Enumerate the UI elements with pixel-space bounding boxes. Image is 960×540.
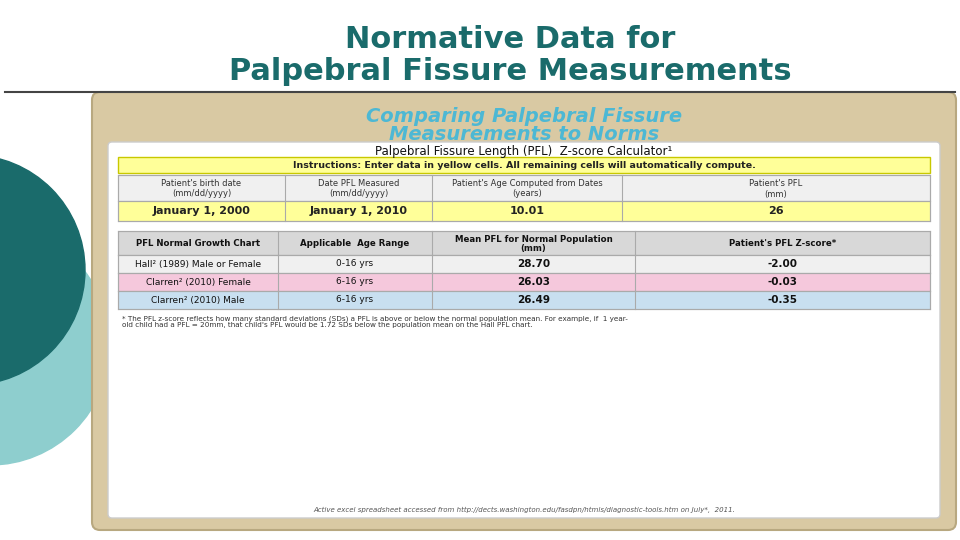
Text: Hall² (1989) Male or Female: Hall² (1989) Male or Female: [135, 260, 261, 268]
Text: (mm/dd/yyyy): (mm/dd/yyyy): [329, 190, 388, 199]
Text: Active excel spreadsheet accessed from http://dects.washington.edu/fasdpn/htmls/: Active excel spreadsheet accessed from h…: [313, 507, 735, 513]
Text: Measurements to Norms: Measurements to Norms: [389, 125, 660, 145]
Text: January 1, 2010: January 1, 2010: [309, 206, 407, 216]
FancyBboxPatch shape: [118, 273, 930, 291]
Text: Patient's PFL: Patient's PFL: [750, 179, 803, 188]
Text: (years): (years): [512, 190, 541, 199]
Text: Comparing Palpebral Fissure: Comparing Palpebral Fissure: [366, 107, 682, 126]
Text: Applicable  Age Range: Applicable Age Range: [300, 240, 410, 248]
FancyBboxPatch shape: [118, 231, 930, 255]
Text: (mm): (mm): [520, 244, 546, 253]
Text: Normative Data for: Normative Data for: [345, 25, 675, 55]
Text: 10.01: 10.01: [510, 206, 544, 216]
Text: 26.03: 26.03: [517, 277, 550, 287]
Text: (mm/dd/yyyy): (mm/dd/yyyy): [172, 190, 231, 199]
Text: 0-16 yrs: 0-16 yrs: [336, 260, 373, 268]
FancyBboxPatch shape: [118, 201, 930, 221]
Circle shape: [0, 155, 85, 385]
Text: 28.70: 28.70: [516, 259, 550, 269]
Text: * The PFL z-score reflects how many standard deviations (SDs) a PFL is above or : * The PFL z-score reflects how many stan…: [122, 315, 628, 321]
FancyBboxPatch shape: [92, 92, 956, 530]
FancyBboxPatch shape: [118, 255, 930, 273]
Text: -0.35: -0.35: [767, 295, 798, 305]
Text: 26: 26: [768, 206, 783, 216]
Text: 6-16 yrs: 6-16 yrs: [336, 278, 373, 287]
FancyBboxPatch shape: [108, 142, 940, 518]
Text: -0.03: -0.03: [767, 277, 798, 287]
Text: Clarren² (2010) Female: Clarren² (2010) Female: [146, 278, 251, 287]
Text: Patient's birth date: Patient's birth date: [161, 179, 242, 188]
Text: 6-16 yrs: 6-16 yrs: [336, 295, 373, 305]
Text: Patient's PFL Z-score*: Patient's PFL Z-score*: [729, 240, 836, 248]
Text: 26.49: 26.49: [517, 295, 550, 305]
FancyBboxPatch shape: [118, 157, 930, 173]
Text: January 1, 2000: January 1, 2000: [153, 206, 251, 216]
Text: Patient's Age Computed from Dates: Patient's Age Computed from Dates: [451, 179, 602, 188]
Circle shape: [0, 225, 110, 465]
Text: Clarren² (2010) Male: Clarren² (2010) Male: [151, 295, 245, 305]
Text: old child had a PFL = 20mm, that child's PFL would be 1.72 SDs below the populat: old child had a PFL = 20mm, that child's…: [122, 322, 533, 328]
Text: Date PFL Measured: Date PFL Measured: [318, 179, 399, 188]
FancyBboxPatch shape: [118, 175, 930, 201]
Text: Instructions: Enter data in yellow cells. All remaining cells will automatically: Instructions: Enter data in yellow cells…: [293, 160, 756, 170]
Text: Palpebral Fissure Length (PFL)  Z-score Calculator¹: Palpebral Fissure Length (PFL) Z-score C…: [375, 145, 673, 159]
Text: Mean PFL for Normal Population: Mean PFL for Normal Population: [455, 234, 612, 244]
Text: -2.00: -2.00: [767, 259, 798, 269]
Text: Palpebral Fissure Measurements: Palpebral Fissure Measurements: [228, 57, 791, 86]
FancyBboxPatch shape: [118, 291, 930, 309]
Text: (mm): (mm): [764, 190, 787, 199]
Text: PFL Normal Growth Chart: PFL Normal Growth Chart: [136, 240, 260, 248]
